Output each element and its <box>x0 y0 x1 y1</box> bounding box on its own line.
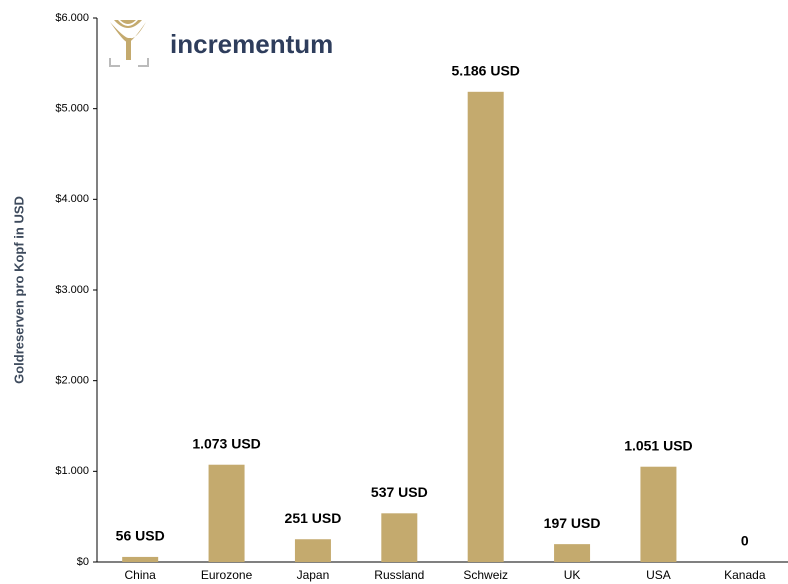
logo-frame <box>109 58 149 67</box>
y-axis-label: Goldreserven pro Kopf in USD <box>11 196 26 384</box>
bar <box>554 544 591 562</box>
x-tick-label: Kanada <box>724 568 766 582</box>
value-label: 1.073 USD <box>192 435 260 451</box>
y-tick-label: $6.000 <box>55 12 89 24</box>
y-tick-label: $3.000 <box>55 284 89 296</box>
x-tick-label: Eurozone <box>201 568 253 582</box>
y-tick-label: $5.000 <box>55 103 89 115</box>
y-tick-label: $0 <box>77 556 89 568</box>
x-tick-label: Russland <box>374 568 424 582</box>
value-label: 197 USD <box>544 515 601 531</box>
logo-icon <box>110 20 146 60</box>
y-tick-label: $2.000 <box>55 375 89 387</box>
x-tick-label: Schweiz <box>463 568 508 582</box>
x-tick-label: USA <box>646 568 671 582</box>
bar <box>381 513 418 562</box>
x-tick-label: Japan <box>297 568 330 582</box>
value-label: 1.051 USD <box>624 437 692 453</box>
x-tick-label: UK <box>564 568 581 582</box>
value-label: 5.186 USD <box>451 63 519 79</box>
bar <box>122 556 159 562</box>
bar <box>294 539 331 562</box>
bar <box>208 464 245 562</box>
value-label: 251 USD <box>285 510 342 526</box>
x-tick-label: China <box>125 568 157 582</box>
value-label: 0 <box>741 533 749 549</box>
value-label: 56 USD <box>116 528 165 544</box>
y-tick-label: $1.000 <box>55 465 89 477</box>
logo-text: incrementum <box>170 29 333 59</box>
bar <box>640 466 677 562</box>
y-tick-label: $4.000 <box>55 193 89 205</box>
value-label: 537 USD <box>371 484 428 500</box>
bar <box>467 91 504 562</box>
